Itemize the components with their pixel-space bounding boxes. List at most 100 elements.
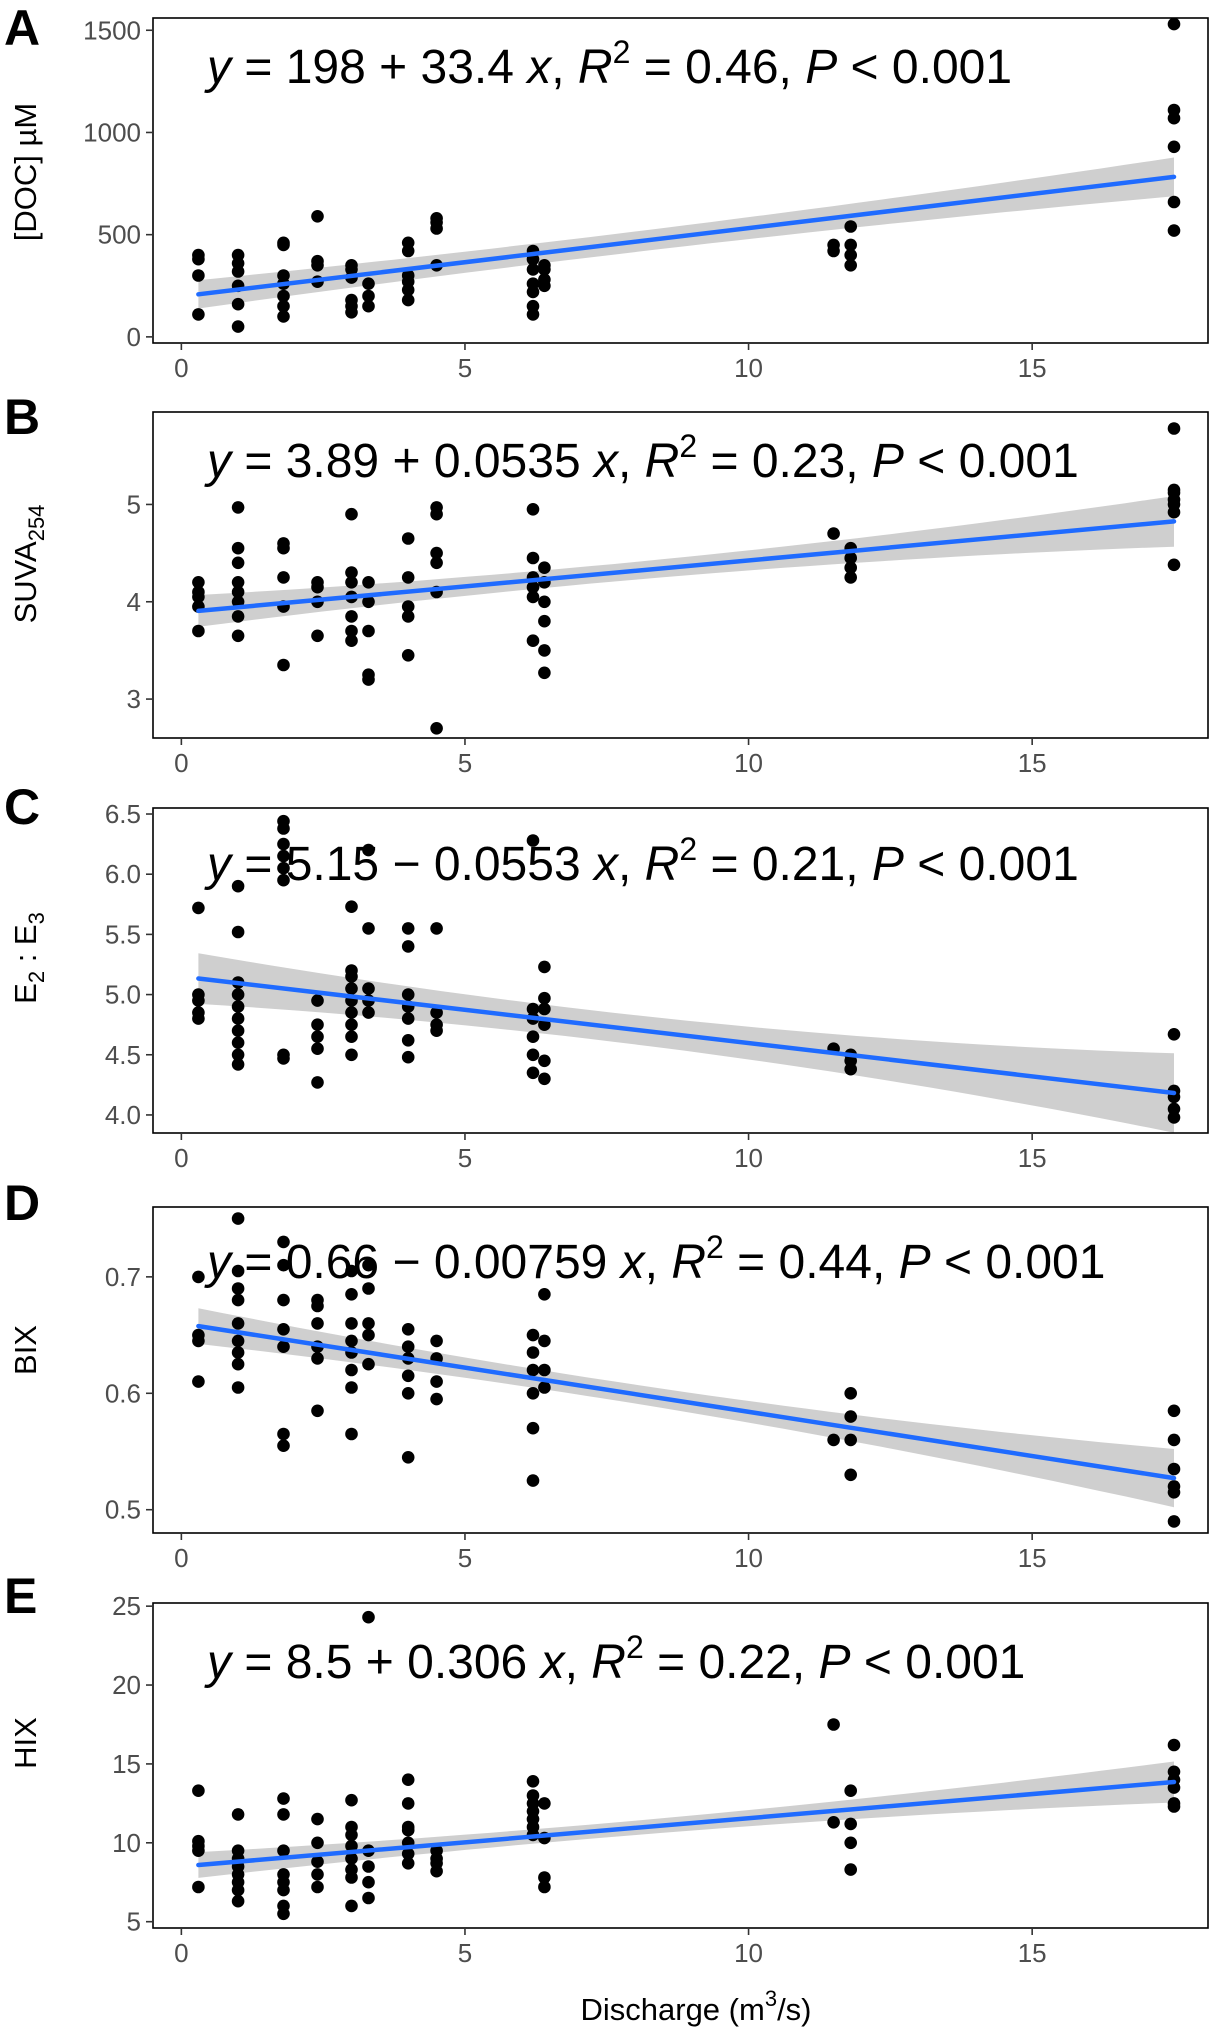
data-point-c-14 — [231, 925, 245, 939]
data-point-d-10 — [231, 1293, 245, 1307]
data-point-d-44 — [401, 1340, 415, 1353]
data-point-c-60 — [538, 1072, 551, 1086]
data-point-d-24 — [311, 1317, 324, 1330]
data-point-c-11 — [231, 1000, 245, 1013]
data-point-b-9 — [231, 585, 245, 599]
data-point-a-53 — [827, 238, 840, 252]
data-point-e-4 — [192, 1834, 205, 1848]
data-point-c-63 — [538, 1002, 551, 1016]
data-point-c-26 — [311, 1030, 324, 1043]
data-point-d-65 — [1167, 1515, 1181, 1528]
data-point-b-68 — [1167, 483, 1181, 497]
data-point-c-21 — [277, 837, 290, 851]
data-point-e-18 — [277, 1868, 290, 1881]
data-point-a-45 — [526, 263, 540, 276]
data-point-d-29 — [345, 1363, 358, 1377]
data-point-a-31 — [401, 293, 415, 307]
data-point-c-29 — [345, 1048, 358, 1062]
data-point-b-18 — [277, 537, 290, 550]
data-point-a-27 — [345, 259, 358, 272]
x-tick-label-a-15: 15 — [1018, 353, 1047, 383]
data-point-c-59 — [526, 834, 540, 847]
panel-frame-a — [152, 17, 1209, 344]
data-point-d-67 — [1167, 1480, 1181, 1493]
data-point-d-39 — [362, 1258, 375, 1272]
data-point-b-27 — [345, 576, 358, 589]
x-tick-label-e-5: 5 — [458, 1938, 472, 1968]
data-point-d-35 — [362, 1357, 375, 1371]
data-point-d-41 — [401, 1387, 415, 1400]
data-point-a-54 — [844, 259, 857, 272]
data-point-e-12 — [231, 1844, 245, 1857]
data-point-c-65 — [538, 960, 551, 974]
data-point-b-29 — [345, 507, 358, 521]
data-point-b-14 — [277, 658, 290, 672]
data-point-e-46 — [401, 1773, 415, 1786]
data-point-e-62 — [827, 1816, 840, 1829]
data-point-d-3 — [192, 1328, 205, 1342]
data-point-d-47 — [430, 1375, 443, 1388]
data-point-a-55 — [844, 248, 857, 262]
data-point-c-34 — [345, 982, 358, 995]
data-point-c-40 — [362, 982, 375, 995]
data-point-b-45 — [430, 501, 443, 514]
data-point-e-65 — [844, 1836, 857, 1850]
data-point-d-68 — [1167, 1462, 1181, 1476]
data-point-d-26 — [311, 1293, 324, 1307]
regression-line-c — [196, 976, 1177, 1096]
y-axis-title-a: [DOC] µM — [8, 103, 43, 241]
data-point-d-61 — [844, 1468, 857, 1482]
data-point-b-42 — [430, 556, 443, 570]
data-point-d-55 — [526, 1328, 540, 1342]
data-point-b-35 — [401, 649, 415, 662]
data-point-e-59 — [538, 1871, 551, 1884]
y-tick-label-b-3: 3 — [127, 684, 141, 714]
data-point-d-37 — [362, 1317, 375, 1330]
y-tick-label-e-5: 5 — [127, 1907, 141, 1937]
data-point-c-24 — [311, 1076, 324, 1089]
data-point-b-28 — [345, 566, 358, 579]
data-point-c-30 — [345, 1030, 358, 1043]
data-point-b-10 — [231, 576, 245, 589]
data-point-d-32 — [345, 1317, 358, 1330]
data-point-a-34 — [401, 269, 415, 282]
y-tick-label-d-0.5: 0.5 — [105, 1495, 141, 1525]
data-point-b-37 — [401, 600, 415, 613]
data-point-d-15 — [277, 1427, 290, 1441]
data-point-d-58 — [538, 1334, 551, 1348]
panel-letter-e: E — [4, 1568, 37, 1624]
data-point-a-11 — [277, 310, 290, 323]
data-point-c-12 — [231, 988, 245, 1001]
data-point-e-34 — [345, 1793, 358, 1807]
data-point-b-34 — [362, 576, 375, 589]
data-point-a-56 — [844, 238, 857, 252]
data-point-e-57 — [526, 1775, 540, 1788]
data-point-e-69 — [1167, 1797, 1181, 1810]
data-point-b-58 — [827, 527, 840, 540]
data-point-a-30 — [362, 277, 375, 291]
data-point-b-19 — [311, 629, 324, 643]
data-point-d-7 — [231, 1346, 245, 1359]
data-point-d-1 — [192, 1375, 205, 1388]
data-point-d-59 — [538, 1288, 551, 1301]
data-point-a-42 — [526, 299, 540, 313]
data-point-b-46 — [526, 634, 540, 647]
regression-equation-a: y = 198 + 33.4 x, R2 = 0.46, P < 0.001 — [204, 34, 1012, 94]
data-point-d-28 — [345, 1381, 358, 1394]
data-point-e-73 — [1167, 1738, 1181, 1752]
data-point-e-37 — [362, 1860, 375, 1873]
data-point-e-29 — [345, 1863, 358, 1876]
data-point-b-50 — [526, 551, 540, 565]
regression-line-b — [196, 519, 1177, 614]
data-point-b-60 — [844, 561, 857, 574]
data-point-c-61 — [538, 1054, 551, 1068]
data-point-d-9 — [231, 1317, 245, 1330]
data-point-e-22 — [311, 1880, 324, 1894]
data-point-c-32 — [345, 1006, 358, 1019]
x-tick-label-e-15: 15 — [1018, 1938, 1047, 1968]
data-point-d-46 — [430, 1392, 443, 1406]
data-point-c-27 — [311, 1018, 324, 1031]
data-point-c-2 — [192, 1006, 205, 1019]
plot-area-e: 0 5 10 15 5 10 15 20 25 — [112, 1591, 1209, 1968]
